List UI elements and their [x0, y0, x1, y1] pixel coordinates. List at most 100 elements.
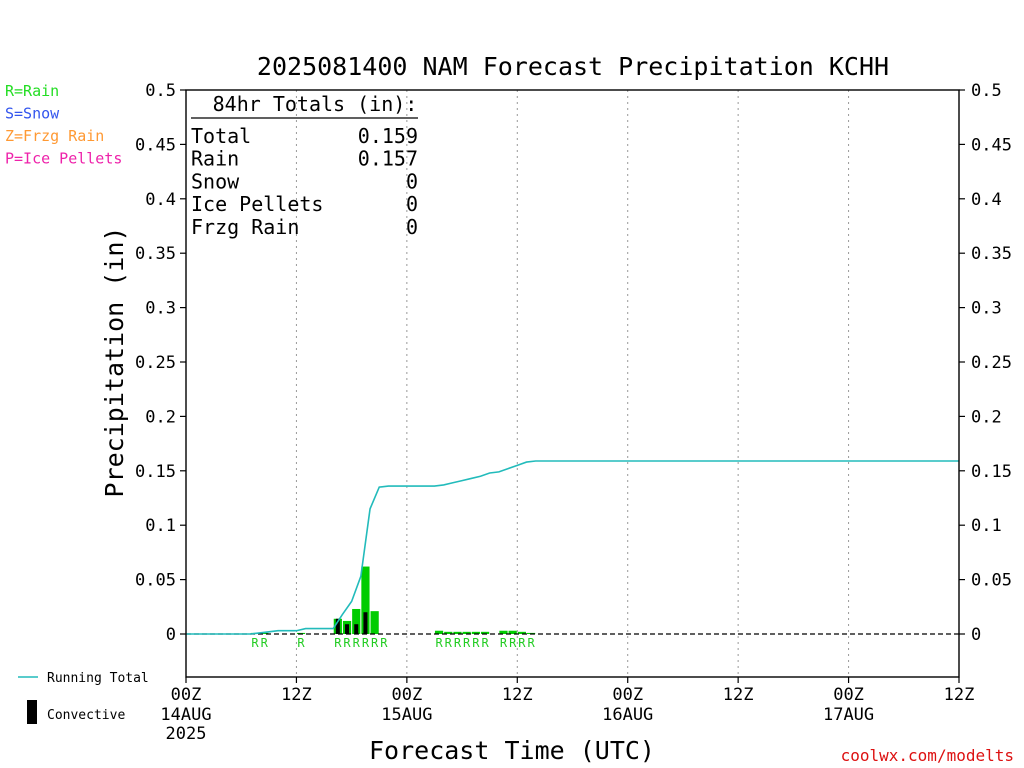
ptype-label-17: R	[518, 636, 526, 650]
rain-bar-11	[462, 631, 471, 634]
running-total-line	[186, 460, 959, 635]
y-tick-label-right-10: 0.5	[971, 81, 1002, 101]
ptype-label-16: R	[509, 636, 517, 650]
rain-bar-15	[508, 630, 517, 634]
y-tick-label-right-0: 0	[971, 625, 981, 645]
x-tick-label-5: 12Z	[723, 685, 754, 705]
convective-bar-2	[354, 624, 359, 634]
ptype-label-18: R	[527, 636, 535, 650]
totals-heading: 84hr Totals (in):	[213, 92, 418, 116]
convective-legend-label: Convective	[47, 708, 125, 723]
y-tick-label-left-7: 0.35	[135, 244, 176, 264]
y-tick-label-right-3: 0.15	[971, 462, 1012, 482]
ptype-legend-item-3: P=Ice Pellets	[5, 150, 122, 168]
y-axis-right: 0 0.05 0.1 0.15 0.2 0.25 0.3 0.35 0.4 0.45 0.5	[959, 81, 1012, 645]
convective-legend-swatch	[27, 700, 37, 724]
ptype-label-14: R	[481, 636, 489, 650]
y-tick-label-right-6: 0.3	[971, 299, 1002, 319]
rain-bar-1	[260, 632, 269, 634]
ptype-label-3: R	[334, 636, 342, 650]
rain-bar-10	[453, 631, 462, 634]
x-tick-year-0: 2025	[166, 724, 207, 744]
totals-row-value-4: 0	[406, 215, 418, 239]
bottom-legend: Running Total Convective	[18, 671, 149, 724]
watermark: coolwx.com/modelts	[841, 746, 1014, 765]
plot-frame	[185, 89, 960, 678]
y-tick-label-left-1: 0.05	[135, 571, 176, 591]
rain-bar-5	[352, 608, 361, 634]
x-tick-label-3: 12Z	[502, 685, 533, 705]
y-tick-label-right-9: 0.45	[971, 135, 1012, 155]
rain-bar-14	[499, 630, 508, 634]
totals-row-label-3: Ice Pellets	[191, 192, 323, 216]
y-tick-label-right-8: 0.4	[971, 190, 1002, 210]
convective-bar-1	[345, 624, 350, 634]
x-tick-date-2: 15AUG	[381, 705, 432, 725]
rain-bar-8	[434, 630, 444, 634]
x-tick-label-7: 12Z	[944, 685, 975, 705]
ptype-label-1: R	[261, 636, 269, 650]
rain-bar-9	[444, 631, 453, 634]
x-tick-date-0: 14AUG	[160, 705, 211, 725]
x-tick-date-4: 16AUG	[602, 705, 653, 725]
totals-row-value-1: 0.157	[358, 147, 418, 171]
totals-row-label-4: Frzg Rain	[191, 215, 299, 239]
ptype-legend: R=Rain S=Snow Z=Frzg Rain P=Ice Pellets	[5, 82, 122, 168]
y-axis-left: 0 0.05 0.1 0.15 0.2 0.25 0.3 0.35 0.4 0.45 0.5	[135, 81, 186, 645]
x-axis-label: Forecast Time (UTC)	[369, 736, 655, 765]
y-tick-label-left-2: 0.1	[145, 516, 176, 536]
rain-bar-13	[480, 631, 490, 634]
ptype-label-2: R	[297, 636, 305, 650]
y-tick-label-left-4: 0.2	[145, 407, 176, 427]
totals-row-label-1: Rain	[191, 147, 239, 171]
ptype-legend-item-0: R=Rain	[5, 82, 59, 100]
totals-rows: Total 0.159 Rain 0.157 Snow 0 Ice Pellets 0 Frzg…	[191, 124, 418, 239]
y-tick-label-left-10: 0.5	[145, 81, 176, 101]
ptype-legend-item-2: Z=Frzg Rain	[5, 127, 104, 145]
ptype-label-6: R	[362, 636, 370, 650]
ptype-label-10: R	[445, 636, 453, 650]
grid-lines	[295, 90, 850, 677]
x-tick-label-6: 00Z	[833, 685, 864, 705]
ptype-label-15: R	[500, 636, 508, 650]
y-tick-label-left-3: 0.15	[135, 462, 176, 482]
y-tick-label-right-4: 0.2	[971, 407, 1002, 427]
y-tick-label-right-1: 0.05	[971, 571, 1012, 591]
ptype-label-0: R	[251, 636, 259, 650]
y-axis-label: Precipitation (in)	[100, 227, 129, 498]
ptype-label-5: R	[353, 636, 361, 650]
chart-title: 2025081400 NAM Forecast Precipitation KC…	[257, 52, 889, 81]
ptype-label-11: R	[454, 636, 462, 650]
ptype-legend-item-1: S=Snow	[5, 105, 60, 123]
ptype-label-7: R	[371, 636, 379, 650]
ptype-label-9: R	[435, 636, 443, 650]
totals-row-label-0: Total	[191, 124, 251, 148]
totals-box: 84hr Totals (in): Total 0.159 Rain 0.157 Sno…	[191, 92, 418, 239]
y-tick-label-right-5: 0.25	[971, 353, 1012, 373]
y-tick-label-left-0: 0	[166, 625, 176, 645]
y-tick-label-left-9: 0.45	[135, 135, 176, 155]
y-tick-label-left-6: 0.3	[145, 299, 176, 319]
ptype-label-13: R	[472, 636, 480, 650]
convective-bar-0	[335, 618, 340, 634]
totals-row-value-0: 0.159	[358, 124, 418, 148]
ptype-label-4: R	[343, 636, 351, 650]
rain-bar-6	[361, 566, 370, 634]
ptype-label-8: R	[380, 636, 388, 650]
x-tick-date-6: 17AUG	[823, 705, 874, 725]
y-tick-label-right-7: 0.35	[971, 244, 1012, 264]
rain-bar-16	[517, 631, 526, 634]
rain-bar-12	[471, 631, 480, 634]
running-total-legend-label: Running Total	[47, 671, 149, 686]
y-tick-label-right-2: 0.1	[971, 516, 1002, 536]
rain-bar-7	[370, 611, 379, 634]
totals-row-label-2: Snow	[191, 169, 240, 193]
y-tick-label-left-5: 0.25	[135, 353, 176, 373]
totals-row-value-3: 0	[406, 192, 418, 216]
x-tick-label-2: 00Z	[391, 685, 422, 705]
convective-bars	[335, 612, 368, 634]
x-tick-label-1: 12Z	[281, 685, 312, 705]
